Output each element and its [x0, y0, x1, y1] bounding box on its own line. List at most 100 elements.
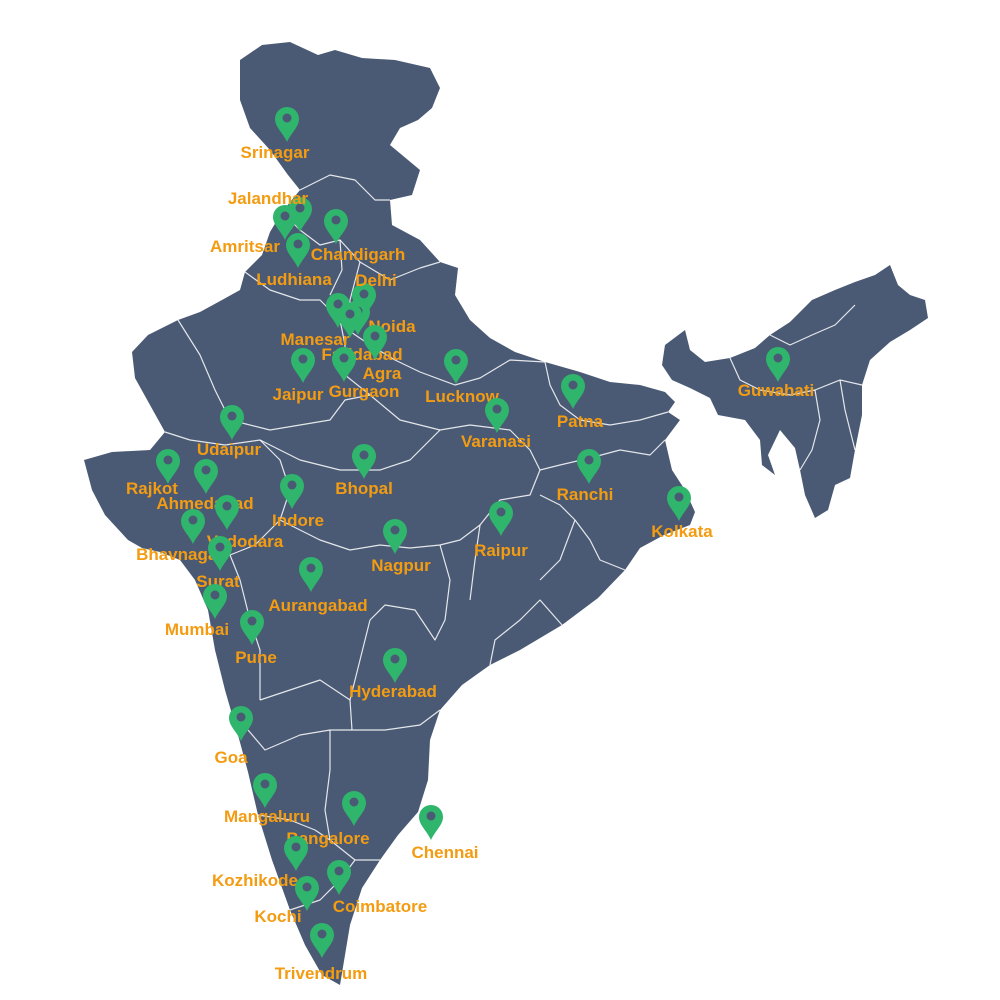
map-pin-icon[interactable]: [419, 805, 443, 840]
map-pin-icon[interactable]: [352, 444, 376, 479]
map-pin-hole: [451, 355, 461, 365]
map-pin-icon[interactable]: [363, 325, 387, 360]
map-pin-hole: [390, 654, 400, 664]
city-varanasi[interactable]: Varanasi: [461, 398, 531, 451]
city-kochi[interactable]: Kochi: [254, 876, 319, 926]
map-pin-icon[interactable]: [444, 349, 468, 384]
map-pin-icon[interactable]: [485, 398, 509, 433]
map-pin-icon[interactable]: [220, 405, 244, 440]
map-pin-icon[interactable]: [326, 293, 350, 328]
city-trivendrum[interactable]: Trivendrum: [275, 923, 368, 983]
map-pin-icon[interactable]: [288, 197, 312, 232]
map-pin-hole: [674, 492, 684, 502]
map-pin-icon[interactable]: [284, 836, 308, 871]
city-jalandhar[interactable]: Jalandhar: [228, 189, 312, 232]
map-pin-icon[interactable]: [342, 791, 366, 826]
city-label: Lucknow: [425, 387, 499, 406]
city-srinagar[interactable]: Srinagar: [241, 107, 310, 162]
city-rajkot[interactable]: Rajkot: [126, 449, 180, 498]
map-pin-icon[interactable]: [275, 107, 299, 142]
map-pin-hole: [201, 465, 211, 475]
map-pin-icon[interactable]: [229, 706, 253, 741]
map-pin-icon[interactable]: [291, 348, 315, 383]
map-pin-icon[interactable]: [766, 347, 790, 382]
map-pin-hole: [359, 450, 369, 460]
city-label: Chennai: [411, 843, 478, 862]
map-pin-icon[interactable]: [208, 536, 232, 571]
map-pin-hole: [359, 289, 369, 299]
city-label: Patna: [557, 412, 604, 431]
city-label: Mumbai: [165, 620, 229, 639]
city-chennai[interactable]: Chennai: [411, 805, 479, 862]
map-pin-hole: [236, 712, 246, 722]
city-gurgaon[interactable]: Gurgaon: [329, 347, 400, 401]
map-pin-icon[interactable]: [324, 209, 348, 244]
india-northeast: [662, 265, 928, 518]
city-label: Ahmedabad: [156, 494, 253, 513]
map-pin-icon[interactable]: [489, 501, 513, 536]
city-nagpur[interactable]: Nagpur: [371, 519, 431, 575]
map-pin-hole: [222, 501, 232, 511]
city-bhopal[interactable]: Bhopal: [335, 444, 393, 498]
city-pune[interactable]: Pune: [235, 610, 277, 667]
map-pin-hole: [227, 411, 237, 421]
city-goa[interactable]: Goa: [214, 706, 253, 767]
city-bhavnagar[interactable]: Bhavnagar: [136, 509, 224, 564]
city-label: Mangaluru: [224, 807, 310, 826]
map-pin-icon[interactable]: [332, 347, 356, 382]
city-ludhiana[interactable]: Ludhiana: [256, 233, 332, 289]
map-pin-icon[interactable]: [577, 449, 601, 484]
city-jaipur[interactable]: Jaipur: [272, 348, 324, 404]
city-patna[interactable]: Patna: [557, 374, 604, 431]
city-kozhikode[interactable]: Kozhikode: [212, 836, 308, 890]
map-pin-hole: [295, 203, 305, 213]
map-pin-hole: [302, 882, 312, 892]
map-pin-icon[interactable]: [299, 557, 323, 592]
map-pin-hole: [584, 455, 594, 465]
map-pin-icon[interactable]: [240, 610, 264, 645]
map-pin-icon[interactable]: [327, 860, 351, 895]
city-indore[interactable]: Indore: [272, 474, 324, 530]
city-guwahati[interactable]: Guwahati: [738, 347, 815, 400]
map-pin-icon[interactable]: [215, 495, 239, 530]
city-surat[interactable]: Surat: [196, 536, 240, 591]
city-mumbai[interactable]: Mumbai: [165, 584, 229, 639]
city-label: Agra: [363, 364, 402, 383]
city-kolkata[interactable]: Kolkata: [651, 486, 713, 541]
map-pin-icon[interactable]: [253, 773, 277, 808]
map-pin-icon[interactable]: [352, 283, 376, 318]
map-pin-icon[interactable]: [280, 474, 304, 509]
city-chandigarh[interactable]: Chandigarh: [311, 209, 405, 264]
city-amritsar[interactable]: Amritsar: [210, 205, 297, 256]
map-pin-icon[interactable]: [286, 233, 310, 268]
city-aurangabad[interactable]: Aurangabad: [268, 557, 368, 615]
city-delhi[interactable]: Delhi: [352, 271, 397, 318]
city-ranchi[interactable]: Ranchi: [557, 449, 614, 504]
map-pin-hole: [298, 354, 308, 364]
map-pin-icon[interactable]: [156, 449, 180, 484]
city-label: Bangalore: [286, 829, 369, 848]
map-pin-icon[interactable]: [203, 584, 227, 619]
map-pin-icon[interactable]: [310, 923, 334, 958]
map-pin-icon[interactable]: [295, 876, 319, 911]
map-pin-icon[interactable]: [181, 509, 205, 544]
map-pin-icon[interactable]: [383, 648, 407, 683]
city-lucknow[interactable]: Lucknow: [425, 349, 500, 406]
city-mangaluru[interactable]: Mangaluru: [224, 773, 310, 826]
map-pin-icon[interactable]: [667, 486, 691, 521]
city-hyderabad[interactable]: Hyderabad: [349, 648, 437, 701]
city-bangalore[interactable]: Bangalore: [286, 791, 370, 848]
city-raipur[interactable]: Raipur: [474, 501, 528, 560]
map-pin-icon[interactable]: [273, 205, 297, 240]
map-pin-hole: [188, 515, 198, 525]
city-agra[interactable]: Agra: [363, 325, 402, 383]
map-pin-icon[interactable]: [383, 519, 407, 554]
city-udaipur[interactable]: Udaipur: [197, 405, 262, 459]
map-pin-icon[interactable]: [338, 303, 362, 338]
map-pin-icon[interactable]: [194, 459, 218, 494]
city-coimbatore[interactable]: Coimbatore: [327, 860, 427, 916]
city-label: Delhi: [355, 271, 397, 290]
city-label: Srinagar: [241, 143, 310, 162]
city-manesar[interactable]: Manesar: [281, 293, 350, 349]
map-pin-icon[interactable]: [561, 374, 585, 409]
